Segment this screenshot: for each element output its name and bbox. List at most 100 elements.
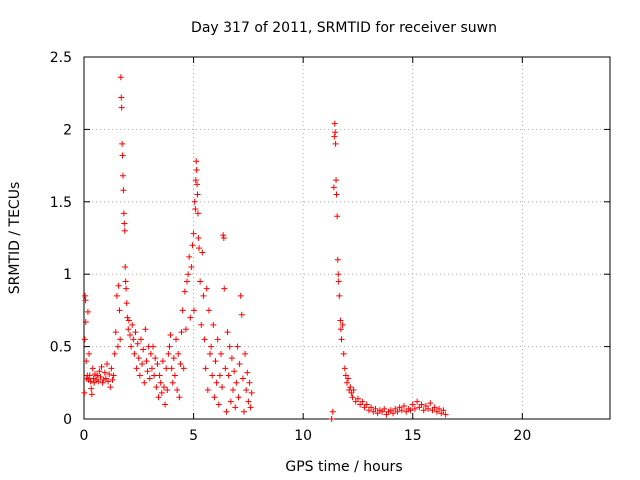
data-point	[82, 318, 89, 325]
data-point	[194, 210, 201, 217]
data-point	[123, 300, 130, 307]
data-point	[82, 297, 89, 304]
data-point	[186, 253, 193, 260]
data-point	[354, 395, 361, 402]
data-point	[233, 379, 240, 386]
data-point	[88, 385, 95, 392]
data-point	[333, 177, 340, 184]
data-point	[171, 372, 178, 379]
chart-title: Day 317 of 2011, SRMTID for receiver suw…	[191, 20, 497, 36]
data-point	[113, 292, 120, 299]
data-point	[168, 365, 175, 372]
data-point	[87, 378, 94, 385]
data-point	[140, 346, 147, 353]
data-point	[418, 401, 425, 408]
data-point	[86, 372, 93, 379]
data-point	[335, 271, 342, 278]
data-point	[234, 343, 241, 350]
data-point	[193, 158, 200, 165]
data-point	[196, 245, 203, 252]
data-point	[338, 336, 345, 343]
data-point	[337, 326, 344, 333]
data-point	[330, 184, 337, 191]
data-point	[225, 372, 232, 379]
data-point	[245, 398, 252, 405]
data-point	[236, 360, 243, 367]
data-point	[339, 321, 346, 328]
data-point	[122, 278, 129, 285]
data-point	[180, 365, 187, 372]
data-point	[231, 368, 238, 375]
data-point	[147, 350, 154, 357]
data-point	[202, 365, 209, 372]
data-point	[332, 129, 339, 136]
data-point	[108, 365, 115, 372]
data-point	[212, 358, 219, 365]
data-point	[442, 411, 449, 418]
data-point	[153, 384, 160, 391]
data-point	[170, 355, 177, 362]
data-point	[129, 321, 136, 328]
y-tick-label: 0.5	[50, 340, 72, 356]
data-point	[119, 152, 126, 159]
axis-ticks: 0 5 10 15 20 0 0.5 1 1.5 2 2.5	[50, 50, 610, 444]
data-point	[223, 408, 230, 415]
data-point	[210, 321, 217, 328]
data-point	[436, 405, 443, 412]
data-point	[83, 358, 90, 365]
data-point	[192, 177, 199, 184]
data-point	[137, 336, 144, 343]
data-point	[209, 372, 216, 379]
data-point	[179, 307, 186, 314]
data-point	[341, 365, 348, 372]
data-point	[201, 336, 208, 343]
data-point	[328, 416, 335, 422]
data-point	[222, 365, 229, 372]
data-point	[84, 308, 91, 315]
data-point	[121, 227, 128, 234]
data-point	[88, 391, 95, 398]
data-point	[134, 340, 141, 347]
data-point	[208, 343, 215, 350]
data-point	[105, 378, 112, 385]
data-point	[237, 292, 244, 299]
data-point	[110, 372, 117, 379]
data-point	[125, 326, 132, 333]
data-point	[228, 355, 235, 362]
data-point	[155, 394, 162, 401]
data-point	[195, 235, 202, 241]
data-point	[120, 210, 127, 217]
data-point	[181, 288, 188, 295]
data-point	[118, 94, 125, 101]
data-point	[345, 375, 352, 382]
data-point	[162, 401, 169, 408]
data-point	[224, 329, 231, 336]
data-point	[166, 343, 173, 350]
data-point	[139, 360, 146, 367]
data-point	[214, 336, 221, 343]
data-point	[184, 278, 191, 285]
data-point	[86, 350, 93, 357]
data-point	[215, 401, 222, 408]
data-point	[117, 336, 124, 343]
data-point	[150, 343, 157, 350]
data-point	[329, 408, 336, 415]
y-axis-label: SRMTID / TECUs	[7, 182, 23, 295]
data-point	[220, 235, 227, 241]
data-point	[217, 350, 224, 357]
data-point	[204, 387, 211, 394]
data-point	[135, 355, 142, 362]
data-point	[350, 387, 357, 394]
y-tick-label: 2.5	[50, 50, 72, 66]
data-point	[248, 389, 255, 396]
data-point	[336, 292, 343, 299]
data-point	[344, 379, 350, 386]
data-point	[141, 379, 148, 386]
data-point	[400, 402, 407, 409]
data-point	[216, 372, 223, 379]
data-point	[148, 365, 155, 372]
data-point	[238, 311, 245, 318]
data-point	[120, 172, 127, 179]
y-tick-label: 2	[63, 122, 72, 138]
data-point	[101, 369, 108, 376]
